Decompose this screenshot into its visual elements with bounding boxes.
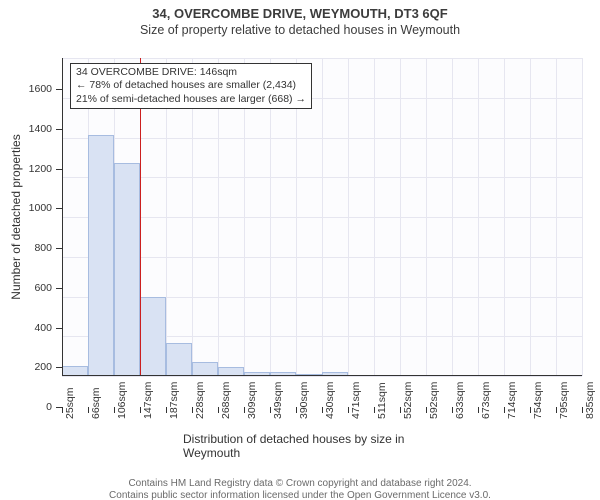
x-tick xyxy=(218,407,219,413)
x-tick xyxy=(426,407,427,413)
chart-infobox: 34 OVERCOMBE DRIVE: 146sqm ← 78% of deta… xyxy=(70,63,312,109)
x-axis-title: Distribution of detached houses by size … xyxy=(183,432,461,460)
x-tick-label: 106sqm xyxy=(116,382,128,419)
grid-x-line xyxy=(400,58,401,376)
x-tick-label: 552sqm xyxy=(402,382,414,419)
x-tick-label: 349sqm xyxy=(272,382,284,419)
y-tick-label: 1600 xyxy=(0,83,52,95)
x-tick-label: 754sqm xyxy=(532,382,544,419)
y-axis-title: Number of detached properties xyxy=(9,134,23,299)
x-tick xyxy=(322,407,323,413)
x-tick xyxy=(374,407,375,413)
x-axis-line xyxy=(62,375,582,376)
x-tick-label: 795sqm xyxy=(558,382,570,419)
y-tick-label: 1200 xyxy=(0,163,52,175)
x-tick xyxy=(88,407,89,413)
y-tick-label: 600 xyxy=(0,282,52,294)
grid-x-line xyxy=(478,58,479,376)
x-tick-label: 673sqm xyxy=(480,382,492,419)
y-tick xyxy=(56,208,62,209)
y-tick-label: 800 xyxy=(0,242,52,254)
x-tick xyxy=(62,407,63,413)
histogram-bar xyxy=(88,135,114,376)
histogram-bar xyxy=(192,362,218,376)
x-tick-label: 228sqm xyxy=(194,382,206,419)
x-tick xyxy=(192,407,193,413)
grid-x-line xyxy=(582,58,583,376)
footer-line-1: Contains HM Land Registry data © Crown c… xyxy=(0,478,600,490)
x-tick-label: 25sqm xyxy=(64,387,76,419)
x-tick xyxy=(114,407,115,413)
x-tick-label: 592sqm xyxy=(428,382,440,419)
grid-x-line xyxy=(452,58,453,376)
infobox-line-3: 21% of semi-detached houses are larger (… xyxy=(76,93,306,106)
x-tick xyxy=(244,407,245,413)
x-tick-label: 309sqm xyxy=(246,382,258,419)
y-tick xyxy=(56,328,62,329)
x-tick-label: 714sqm xyxy=(506,382,518,419)
chart-plot-area: 34 OVERCOMBE DRIVE: 146sqm ← 78% of deta… xyxy=(62,58,582,376)
grid-x-line xyxy=(426,58,427,376)
x-tick xyxy=(166,407,167,413)
x-tick-label: 390sqm xyxy=(298,382,310,419)
grid-x-line xyxy=(322,58,323,376)
grid-x-line xyxy=(556,58,557,376)
x-tick xyxy=(270,407,271,413)
x-tick xyxy=(400,407,401,413)
y-tick-label: 1400 xyxy=(0,123,52,135)
page-title: 34, OVERCOMBE DRIVE, WEYMOUTH, DT3 6QF xyxy=(0,6,600,21)
y-axis-line xyxy=(62,58,63,376)
x-tick xyxy=(582,407,583,413)
histogram-bar xyxy=(140,297,166,377)
grid-x-line xyxy=(348,58,349,376)
grid-y-line xyxy=(62,376,582,377)
y-tick xyxy=(56,367,62,368)
x-tick-label: 471sqm xyxy=(350,382,362,419)
y-tick xyxy=(56,129,62,130)
x-tick xyxy=(452,407,453,413)
infobox-line-1: 34 OVERCOMBE DRIVE: 146sqm xyxy=(76,66,306,79)
x-tick-label: 835sqm xyxy=(584,382,596,419)
histogram-bar xyxy=(114,163,140,376)
x-tick-label: 187sqm xyxy=(168,382,180,419)
x-tick xyxy=(478,407,479,413)
grid-x-line xyxy=(530,58,531,376)
y-tick xyxy=(56,288,62,289)
x-tick-label: 268sqm xyxy=(220,382,232,419)
x-tick xyxy=(504,407,505,413)
footer-line-2: Contains public sector information licen… xyxy=(0,490,600,500)
x-tick xyxy=(296,407,297,413)
y-tick-label: 200 xyxy=(0,361,52,373)
x-tick-label: 147sqm xyxy=(142,382,154,419)
y-tick-label: 1000 xyxy=(0,202,52,214)
x-tick-label: 511sqm xyxy=(376,382,388,419)
x-tick xyxy=(140,407,141,413)
y-tick-label: 0 xyxy=(0,401,52,413)
page-subtitle: Size of property relative to detached ho… xyxy=(0,23,600,37)
grid-x-line xyxy=(504,58,505,376)
grid-x-line xyxy=(374,58,375,376)
y-tick xyxy=(56,248,62,249)
x-tick xyxy=(348,407,349,413)
infobox-line-2: ← 78% of detached houses are smaller (2,… xyxy=(76,79,306,92)
histogram-bar xyxy=(166,343,192,376)
footer: Contains HM Land Registry data © Crown c… xyxy=(0,478,600,500)
x-tick xyxy=(530,407,531,413)
x-tick-label: 430sqm xyxy=(324,382,336,419)
x-tick-label: 633sqm xyxy=(454,382,466,419)
y-tick-label: 400 xyxy=(0,322,52,334)
y-tick xyxy=(56,89,62,90)
y-tick xyxy=(56,169,62,170)
x-tick xyxy=(556,407,557,413)
x-tick-label: 66sqm xyxy=(90,387,102,419)
